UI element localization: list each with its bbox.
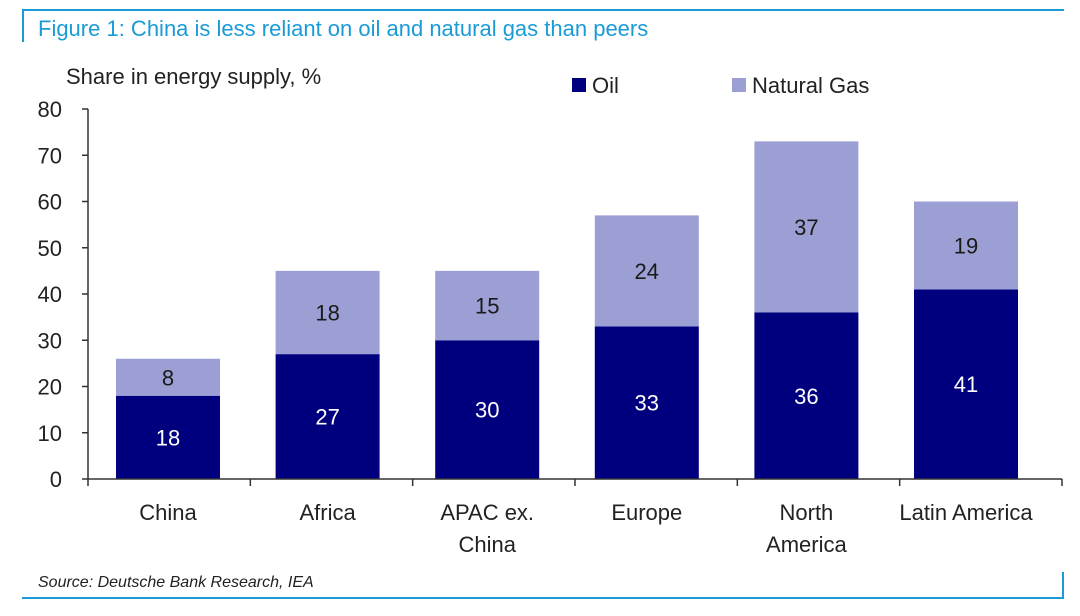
bar-oil — [594, 326, 699, 479]
y-axis: 0 10 20 30 40 50 60 70 80 — [38, 97, 89, 492]
data-label: 41 — [954, 372, 978, 397]
data-label: 24 — [635, 259, 659, 284]
y-tick-label: 20 — [38, 375, 62, 400]
x-tick-label: North America — [766, 500, 847, 557]
data-label: 37 — [794, 215, 818, 240]
x-tick-label: APAC ex. China — [440, 500, 534, 557]
x-tick-label-line: Europe — [611, 500, 682, 525]
bars: 18 8 27 18 30 15 33 24 36 37 41 19 — [116, 141, 1018, 479]
bar-oil — [754, 312, 859, 479]
data-label: 27 — [315, 405, 339, 430]
y-tick-label: 10 — [38, 421, 62, 446]
x-tick-label-line: China — [139, 500, 197, 525]
data-label: 19 — [954, 233, 978, 258]
x-tick-label: Africa — [299, 500, 356, 525]
x-tick-label: China — [139, 500, 197, 525]
y-tick-label: 50 — [38, 236, 62, 261]
y-tick-label: 0 — [50, 467, 62, 492]
legend-label: Natural Gas — [752, 73, 869, 98]
y-tick-label: 30 — [38, 328, 62, 353]
legend-swatch — [572, 78, 586, 92]
figure-title: Figure 1: China is less reliant on oil a… — [38, 16, 649, 41]
data-label: 15 — [475, 294, 499, 319]
y-tick-label: 70 — [38, 143, 62, 168]
data-label: 18 — [315, 301, 339, 326]
data-label: 30 — [475, 398, 499, 423]
legend-label: Oil — [592, 73, 619, 98]
legend-swatch — [732, 78, 746, 92]
x-tick-label-line: APAC ex. — [440, 500, 534, 525]
bar-natural-gas — [754, 141, 859, 313]
data-label: 8 — [162, 365, 174, 390]
bar-natural-gas — [435, 270, 540, 341]
x-tick-label-line: China — [458, 532, 516, 557]
bar-oil — [435, 340, 540, 479]
legend: Oil Natural Gas — [572, 73, 869, 98]
bar-natural-gas — [914, 201, 1018, 290]
bar-natural-gas — [116, 358, 220, 396]
x-tick-label-line: America — [766, 532, 847, 557]
bar-oil — [275, 354, 380, 479]
y-tick-label: 40 — [38, 282, 62, 307]
x-tick-label: Europe — [611, 500, 682, 525]
x-tick-label-line: Latin America — [899, 500, 1033, 525]
x-tick-label: Latin America — [899, 500, 1033, 525]
bar-natural-gas — [594, 215, 699, 327]
x-axis: China Africa APAC ex. China Europe North Ameri… — [87, 478, 1063, 557]
data-label: 33 — [635, 391, 659, 416]
data-label: 18 — [156, 425, 180, 450]
y-tick-label: 80 — [38, 97, 62, 122]
bar-oil — [914, 289, 1018, 479]
x-tick-label-line: Africa — [299, 500, 356, 525]
bar-natural-gas — [275, 270, 380, 355]
data-label: 36 — [794, 384, 818, 409]
y-tick-label: 60 — [38, 190, 62, 215]
y-axis-label: Share in energy supply, % — [66, 64, 321, 89]
bar-oil — [116, 395, 220, 479]
x-tick-label-line: North — [780, 500, 834, 525]
source-note: Source: Deutsche Bank Research, IEA — [38, 574, 314, 591]
